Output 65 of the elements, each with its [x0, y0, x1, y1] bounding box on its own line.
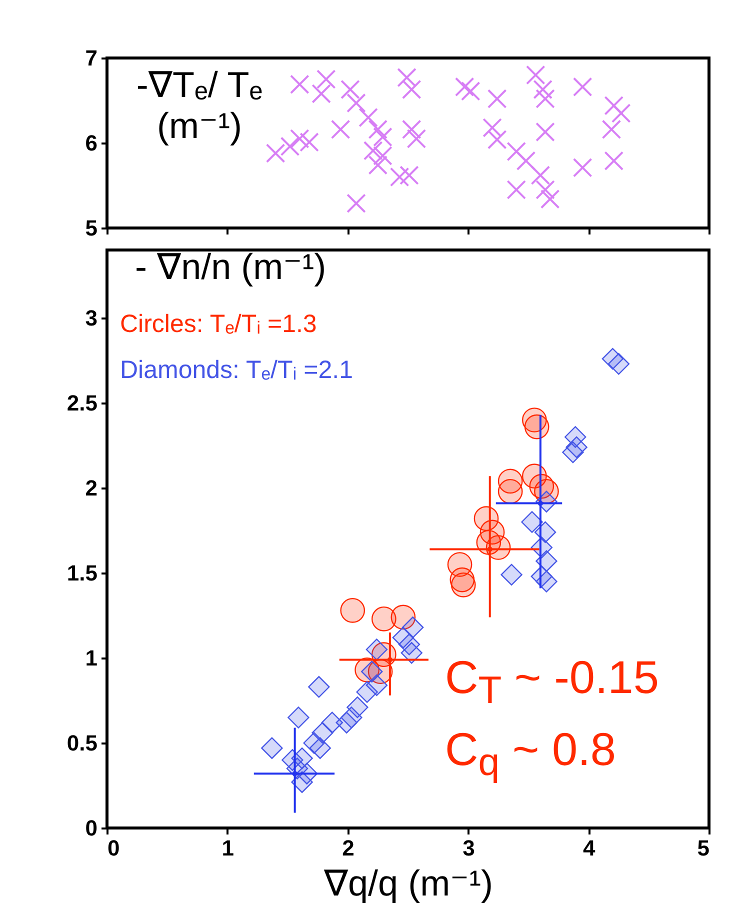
point	[506, 180, 526, 200]
y-tick-label: 7	[85, 46, 98, 70]
point	[363, 140, 383, 160]
point	[611, 104, 631, 123]
point	[368, 155, 388, 175]
point	[346, 93, 366, 113]
y-tick-label: 0.5	[66, 730, 98, 756]
annotation: C$_{T}$ ~ -0.15	[445, 650, 659, 714]
point	[487, 130, 507, 150]
x-tick-label: 5	[697, 836, 710, 860]
point	[368, 120, 388, 140]
point	[536, 122, 555, 142]
x-tick-label: 2	[342, 836, 354, 860]
point	[402, 120, 422, 140]
point	[300, 132, 319, 152]
point	[533, 80, 553, 100]
point	[312, 84, 331, 104]
point	[397, 68, 416, 88]
point	[290, 129, 310, 148]
text: Diamonds: Tₑ/Tᵢ =2.1	[120, 356, 353, 385]
point	[454, 77, 474, 97]
x-tick-label: 4	[582, 836, 596, 860]
point	[290, 74, 310, 94]
point	[316, 70, 336, 89]
point	[604, 151, 624, 171]
point	[406, 129, 426, 148]
point	[536, 180, 555, 200]
y-tick-label: 1	[85, 646, 98, 670]
point	[572, 158, 592, 178]
annotation: C$_{q}$ ~ 0.8	[445, 722, 616, 786]
point	[487, 89, 507, 108]
point	[340, 80, 360, 100]
y-tick-label: 0	[85, 816, 98, 840]
point	[346, 194, 366, 214]
point	[604, 96, 624, 116]
text: Circles: Tₑ/Tᵢ =1.3	[120, 310, 317, 339]
y-axis-title: - ∇n/n (m⁻¹)	[135, 246, 326, 288]
y-tick-label: 6	[85, 130, 98, 156]
point	[536, 89, 555, 108]
y-tick-label: 5	[85, 216, 98, 240]
point	[390, 167, 410, 187]
point	[602, 120, 622, 140]
y-tick-label: 2.5	[66, 390, 98, 416]
point	[402, 80, 422, 100]
x-axis-title: ∇q/q (m⁻¹)	[322, 862, 494, 904]
point	[400, 166, 419, 185]
point	[572, 77, 592, 97]
point	[266, 144, 286, 163]
point	[358, 108, 378, 128]
y-tick-label: 2	[85, 476, 98, 500]
y-tick-label: 3	[85, 306, 98, 330]
y-tick-label: 1.5	[66, 560, 98, 586]
point	[526, 65, 546, 85]
x-tick-label: 3	[462, 836, 475, 860]
point	[482, 118, 502, 138]
point	[506, 142, 526, 162]
x-tick-label: 1	[222, 836, 234, 860]
point	[460, 81, 480, 101]
point	[530, 166, 550, 185]
y-axis-title: -∇Tₑ/ Tₑ (m⁻¹)	[135, 64, 264, 147]
x-tick-label: 0	[108, 836, 120, 860]
point	[280, 136, 300, 156]
point	[540, 189, 560, 209]
point	[330, 120, 350, 140]
point	[516, 151, 536, 171]
